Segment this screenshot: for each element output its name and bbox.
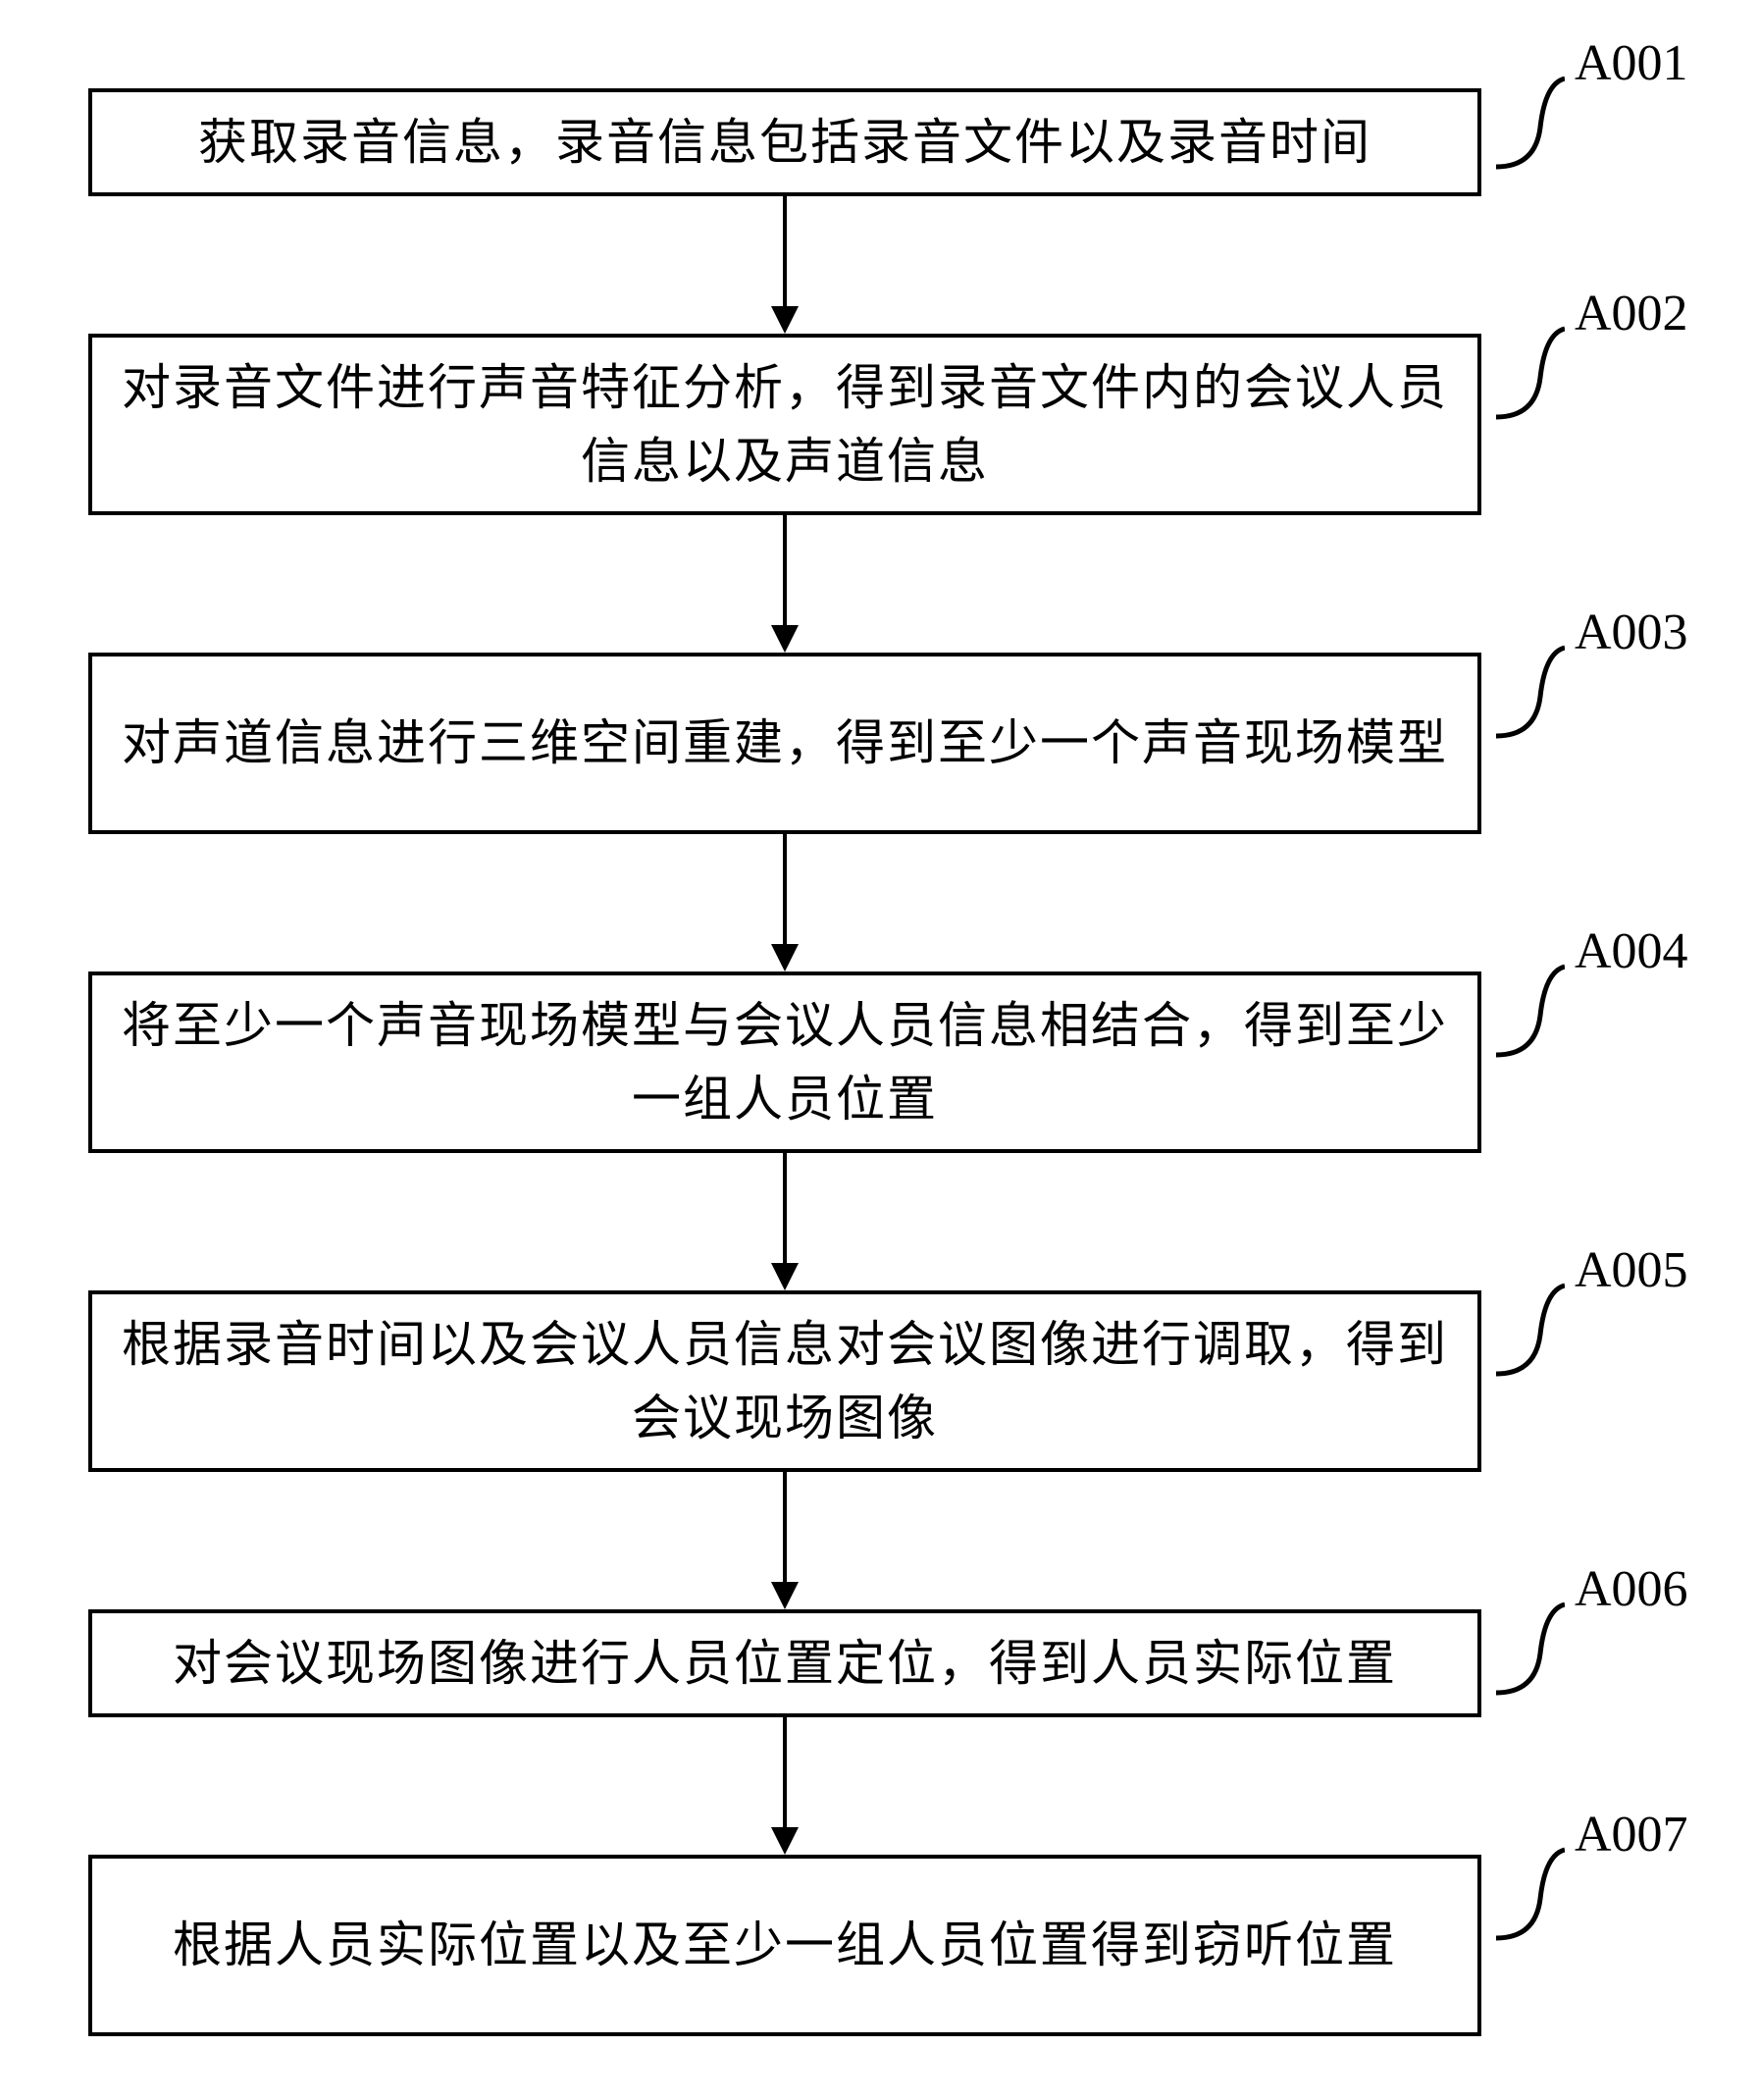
arrow-head-icon [771, 625, 799, 653]
arrow-line [783, 834, 787, 944]
arrow-line [783, 1153, 787, 1263]
step-text: 根据人员实际位置以及至少一组人员位置得到窃听位置 [173, 1909, 1397, 1982]
step-label-A007: A007 [1575, 1806, 1688, 1864]
arrow-head-icon [771, 1582, 799, 1609]
step-text: 对录音文件进行声音特征分析，得到录音文件内的会议人员信息以及声道信息 [117, 351, 1453, 499]
flowchart-step-A001: 获取录音信息，录音信息包括录音文件以及录音时间 [88, 88, 1481, 196]
arrow-line [783, 1717, 787, 1827]
arrow-head-icon [771, 1263, 799, 1290]
step-label-A003: A003 [1575, 604, 1688, 661]
step-label-A006: A006 [1575, 1560, 1688, 1618]
step-text: 对会议现场图像进行人员位置定位，得到人员实际位置 [173, 1627, 1397, 1701]
bracket-icon [1496, 1840, 1565, 1943]
flowchart-step-A004: 将至少一个声音现场模型与会议人员信息相结合，得到至少一组人员位置 [88, 971, 1481, 1153]
arrow-head-icon [771, 1827, 799, 1855]
bracket-icon [1496, 69, 1565, 172]
flowchart-step-A006: 对会议现场图像进行人员位置定位，得到人员实际位置 [88, 1609, 1481, 1717]
arrow-line [783, 515, 787, 625]
flowchart-step-A002: 对录音文件进行声音特征分析，得到录音文件内的会议人员信息以及声道信息 [88, 334, 1481, 515]
step-label-A004: A004 [1575, 922, 1688, 980]
step-label-A002: A002 [1575, 285, 1688, 342]
step-label-A005: A005 [1575, 1241, 1688, 1299]
arrow-line [783, 1472, 787, 1582]
arrow-head-icon [771, 944, 799, 971]
flowchart-step-A007: 根据人员实际位置以及至少一组人员位置得到窃听位置 [88, 1855, 1481, 2036]
step-label-A001: A001 [1575, 34, 1688, 92]
step-text: 对声道信息进行三维空间重建，得到至少一个声音现场模型 [122, 707, 1448, 780]
step-text: 将至少一个声音现场模型与会议人员信息相结合，得到至少一组人员位置 [117, 989, 1453, 1136]
step-text: 根据录音时间以及会议人员信息对会议图像进行调取，得到会议现场图像 [117, 1308, 1453, 1455]
flowchart-step-A003: 对声道信息进行三维空间重建，得到至少一个声音现场模型 [88, 653, 1481, 834]
step-text: 获取录音信息，录音信息包括录音文件以及录音时间 [198, 106, 1371, 180]
flowchart-container: 获取录音信息，录音信息包括录音文件以及录音时间 A001 对录音文件进行声音特征分析… [0, 0, 1759, 2100]
bracket-icon [1496, 957, 1565, 1060]
bracket-icon [1496, 638, 1565, 741]
arrow-line [783, 196, 787, 306]
bracket-icon [1496, 319, 1565, 422]
flowchart-step-A005: 根据录音时间以及会议人员信息对会议图像进行调取，得到会议现场图像 [88, 1290, 1481, 1472]
bracket-icon [1496, 1276, 1565, 1379]
bracket-icon [1496, 1595, 1565, 1698]
arrow-head-icon [771, 306, 799, 334]
